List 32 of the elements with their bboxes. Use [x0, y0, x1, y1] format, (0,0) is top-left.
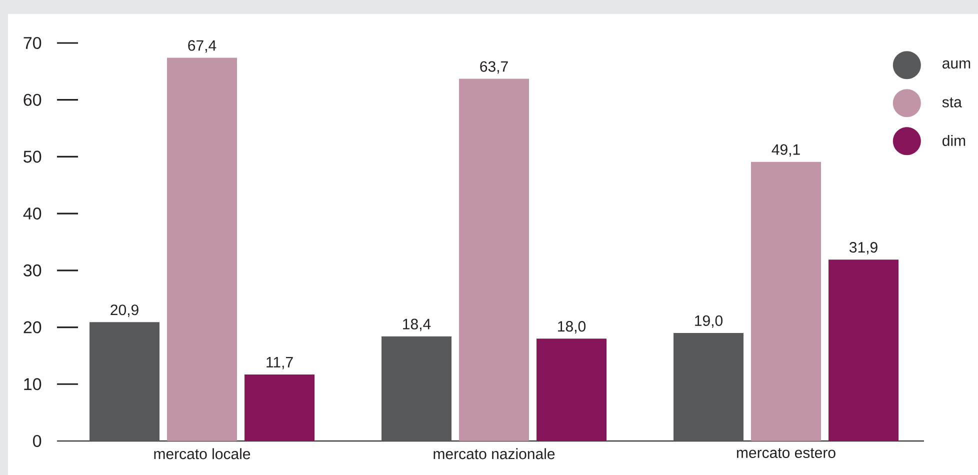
bar [459, 78, 530, 441]
x-tick-label: mercato locale [154, 448, 250, 460]
data-label: 18,0 [558, 321, 586, 334]
y-tick-label: 70 [24, 36, 42, 50]
data-label: 11,7 [266, 357, 293, 370]
y-tick-label: 10 [24, 378, 42, 390]
data-label: 19,0 [695, 315, 723, 328]
data-label: 31,9 [849, 242, 878, 254]
y-tick-label: 0 [33, 434, 42, 448]
y-tick-label: 20 [24, 321, 42, 334]
bar [244, 374, 315, 441]
y-tick-label: 40 [23, 208, 42, 220]
bar [382, 336, 452, 441]
x-tick-label: mercato nazionale [434, 448, 555, 460]
x-tick-label: mercato estero [736, 448, 836, 458]
legend-label: dim [942, 134, 966, 146]
data-label: 18,4 [403, 318, 431, 332]
data-label: 20,9 [110, 304, 138, 317]
y-tick-label: 60 [24, 94, 42, 106]
bar [167, 58, 238, 441]
bar [90, 322, 160, 441]
data-label: 49,1 [772, 144, 800, 157]
bar [828, 260, 899, 441]
legend-label: aum [942, 60, 970, 69]
y-tick-label: 50 [24, 150, 42, 163]
data-label: 63,7 [480, 61, 508, 74]
bar [536, 338, 607, 441]
data-label: 67,4 [188, 40, 216, 53]
bar [674, 332, 744, 441]
legend-label: sta [942, 98, 962, 108]
bar [751, 162, 822, 441]
y-tick-label: 30 [24, 264, 42, 276]
